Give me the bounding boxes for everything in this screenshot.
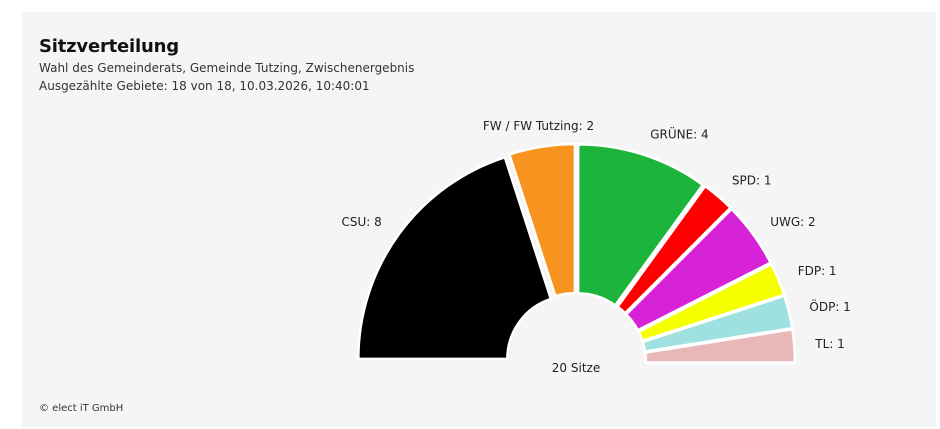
label-fw-fw-tutzing: FW / FW Tutzing: 2: [483, 119, 594, 133]
label-csu: CSU: 8: [342, 215, 382, 229]
slice-grune: [576, 143, 705, 308]
slice-spd: [615, 184, 733, 315]
label-spd: SPD: 1: [732, 174, 772, 188]
total-seats-label: 20 Sitze: [552, 361, 600, 375]
copyright-footer: © elect iT GmbH: [39, 403, 124, 414]
label-uwg: UWG: 2: [770, 215, 815, 229]
label-fdp: FDP: 1: [798, 264, 837, 278]
seat-distribution-chart: CSU: 8 FW / FW Tutzing: 2 GRÜNE: 4 SPD: 1 UW…: [342, 119, 851, 375]
label-grune: GRÜNE: 4: [650, 126, 708, 142]
slice-csu: [357, 155, 553, 361]
slice-tl: [643, 327, 797, 364]
label-odp: ÖDP: 1: [809, 298, 850, 314]
chart-card: Sitzverteilung Wahl des Gemeinderats, Ge…: [22, 12, 936, 427]
labels-group: CSU: 8 FW / FW Tutzing: 2 GRÜNE: 4 SPD: 1 UW…: [342, 119, 851, 351]
chart-subtitle: Wahl des Gemeinderats, Gemeinde Tutzing,…: [39, 61, 415, 75]
counted-areas: Ausgezählte Gebiete: 18 von 18, 10.03.20…: [39, 79, 370, 93]
label-tl: TL: 1: [814, 337, 845, 351]
slices-group: [357, 142, 797, 364]
slice-uwg: [624, 207, 773, 332]
chart-title: Sitzverteilung: [39, 36, 179, 57]
slice-fw-fw-tutzing: [507, 142, 577, 298]
